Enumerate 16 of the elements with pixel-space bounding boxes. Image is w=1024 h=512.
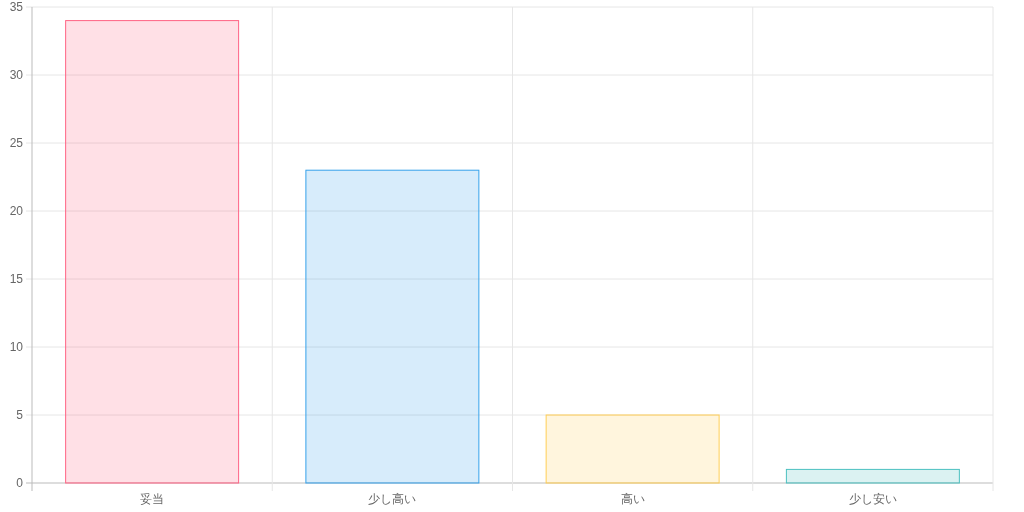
bar bbox=[305, 169, 480, 484]
x-tick-label: 少し高い bbox=[368, 492, 417, 506]
x-tick-label: 少し安い bbox=[848, 492, 897, 506]
y-tick-label: 35 bbox=[9, 0, 24, 14]
y-tick-label: 10 bbox=[9, 340, 24, 354]
y-tick-label: 0 bbox=[16, 476, 24, 490]
x-tick-label: 妥当 bbox=[140, 492, 165, 506]
y-tick-label: 15 bbox=[9, 272, 24, 286]
y-tick-label: 20 bbox=[9, 204, 24, 218]
x-tick-label: 高い bbox=[620, 492, 645, 506]
y-tick-label: 30 bbox=[9, 68, 24, 82]
bar bbox=[65, 20, 240, 484]
bar bbox=[785, 468, 960, 484]
y-tick-label: 5 bbox=[16, 408, 24, 422]
bar bbox=[545, 414, 720, 484]
y-tick-label: 25 bbox=[9, 136, 24, 150]
